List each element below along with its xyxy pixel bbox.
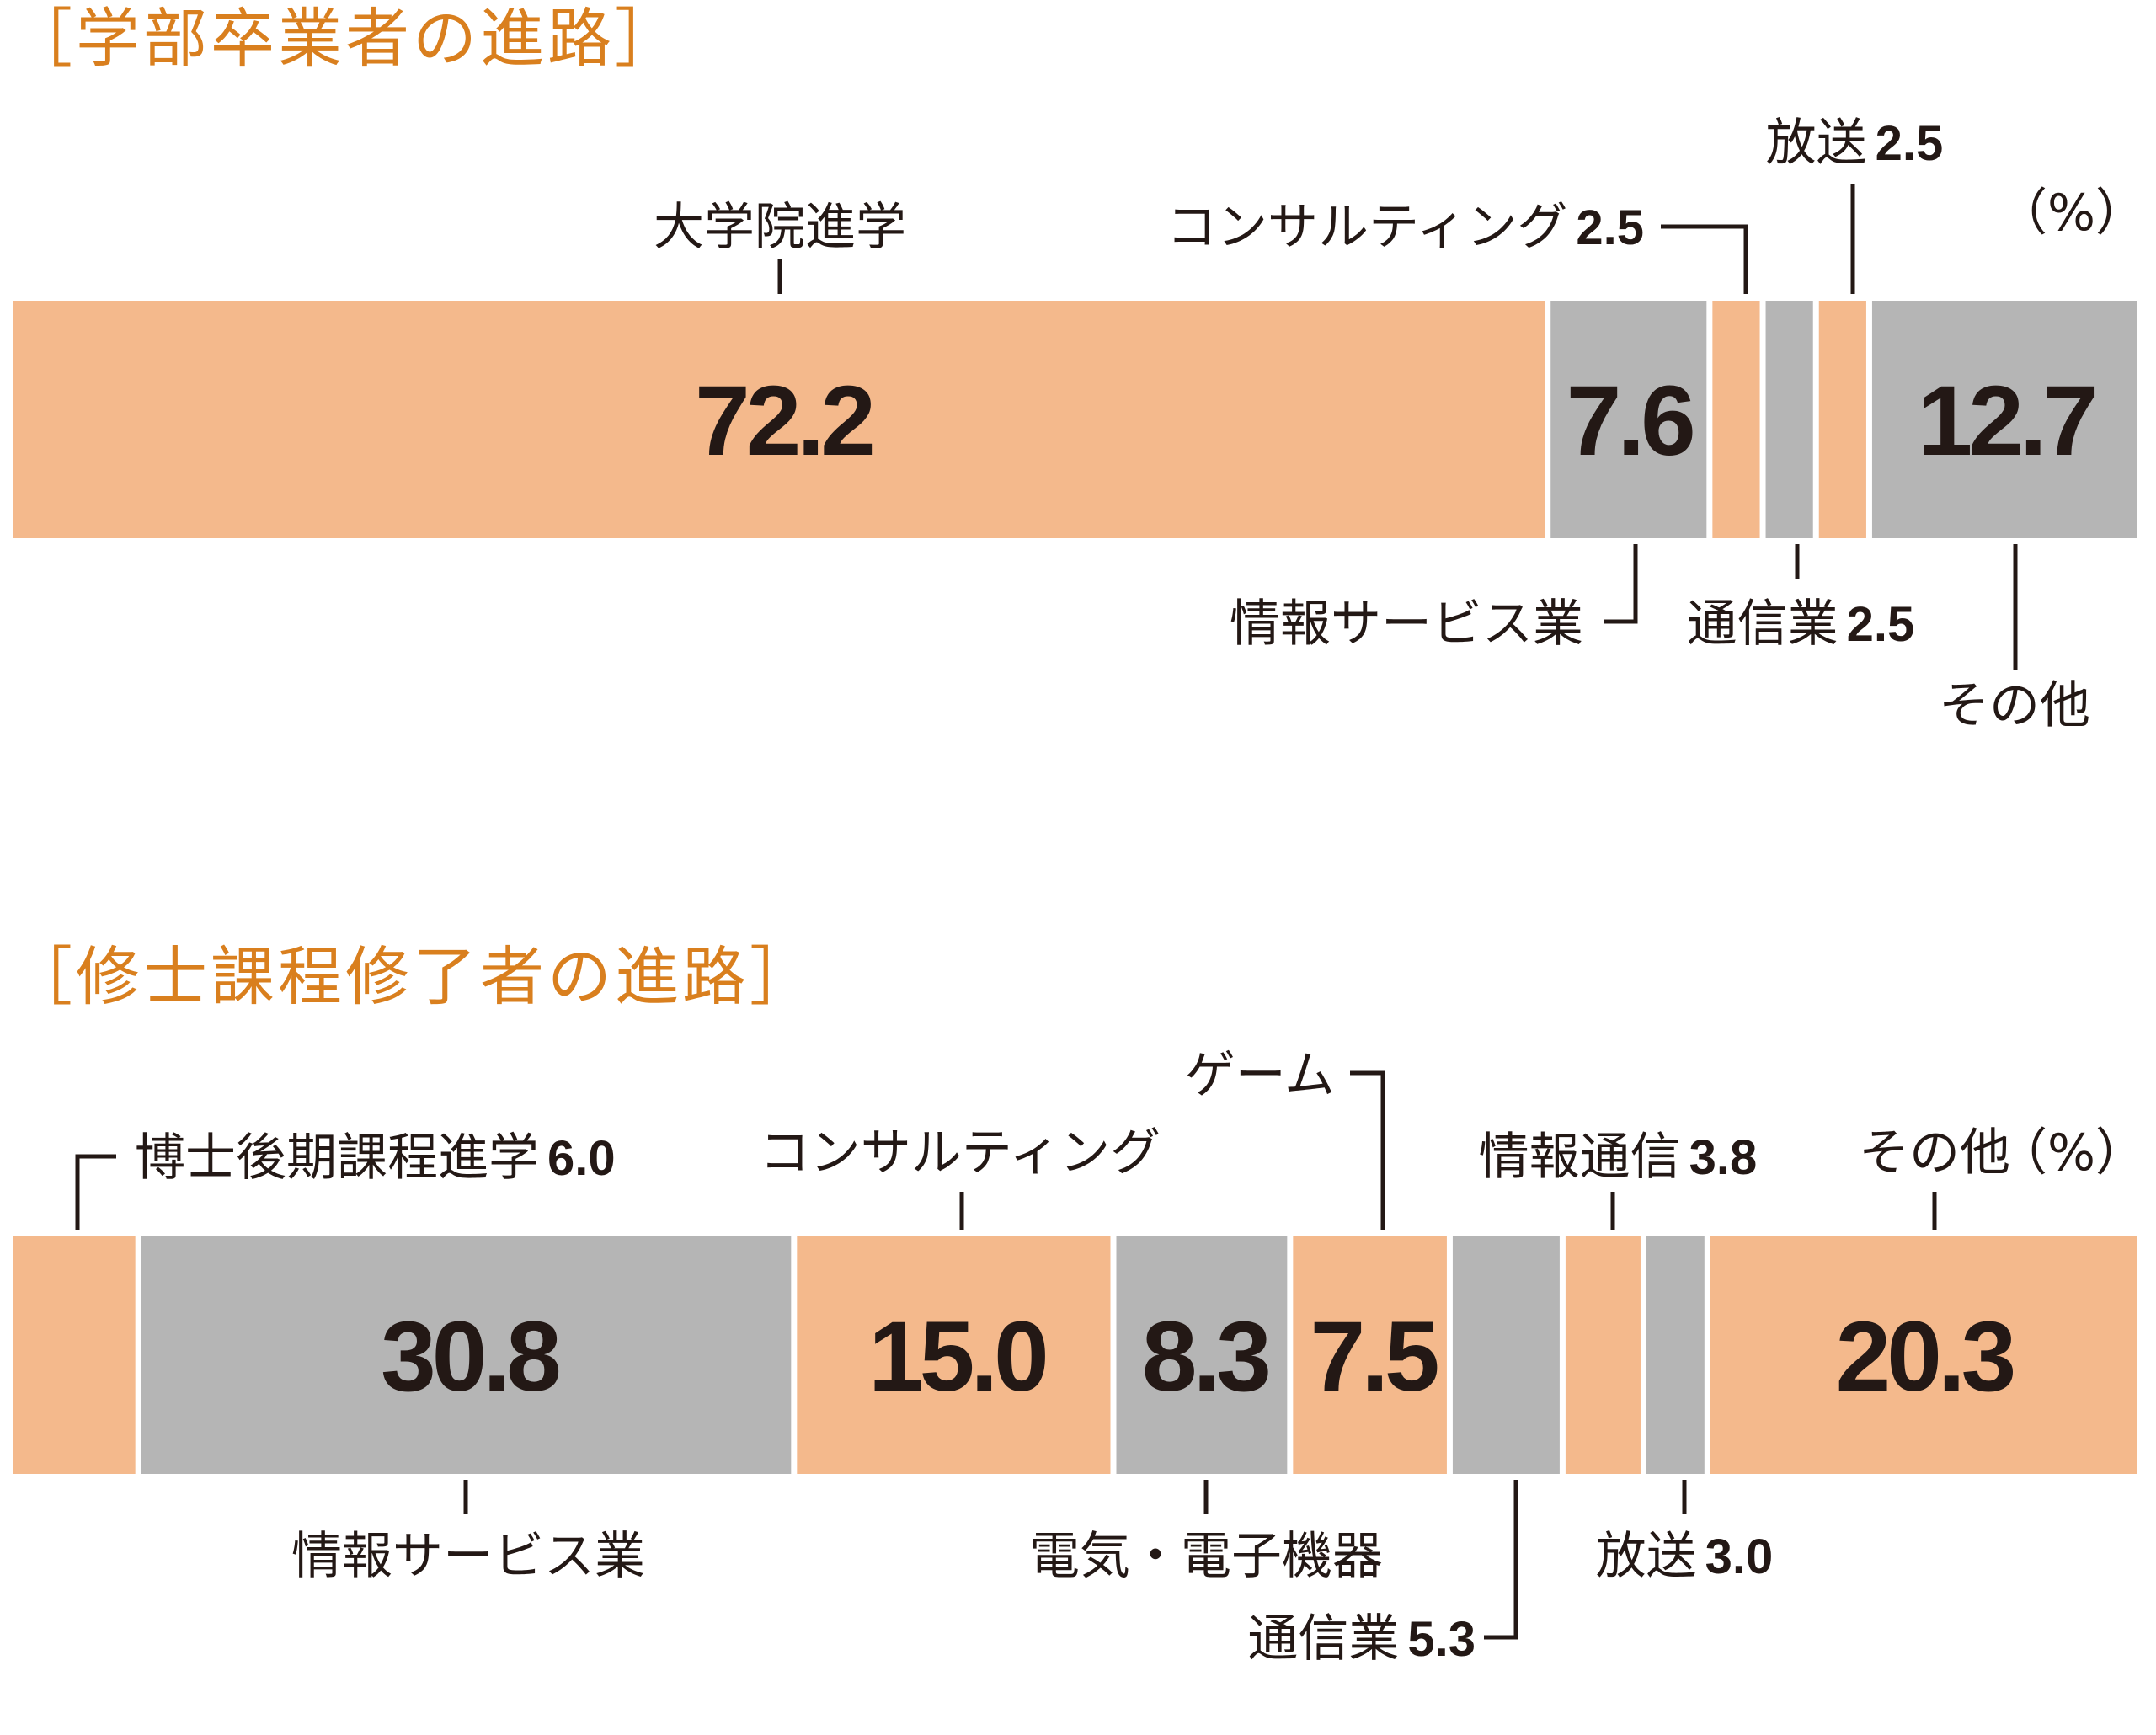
leader-line [1350,1070,1385,1230]
bar-segment [1710,1236,2137,1474]
data-label: 72.2 [695,366,872,477]
bar-segment [13,1236,136,1474]
callout-label-value: 3.0 [1705,1529,1774,1584]
data-label: 7.6 [1566,366,1693,477]
callout-label: 情報通信 3.8 [1479,1128,1758,1187]
callout-label-text: その他 [1859,1124,2010,1182]
callout-label-text: 通信業 [1247,1610,1399,1668]
bar-segment [1871,301,2137,538]
bar-segment [1818,301,1866,538]
callout-label: 通信業 5.3 [1247,1610,1476,1668]
data-label: 15.0 [868,1301,1045,1412]
callout-label-text: 大学院進学 [654,198,906,257]
leader-line [1661,224,1748,294]
callout-label: 博士後期課程進学 6.0 [135,1129,616,1188]
bar-segment [1116,1236,1288,1474]
callout-label-value: 2.5 [1876,116,1944,171]
callout-label: 情報サービス業 [1230,595,1583,654]
callout-label: 放送 2.5 [1766,114,1944,173]
leader-line [1604,544,1638,624]
bar-segment [13,301,1545,538]
callout-label: 放送 3.0 [1596,1527,1774,1586]
callout-label-text: ゲーム [1185,1046,1335,1105]
callout-label-text: 放送 [1766,114,1867,173]
unit-label: （%） [1997,184,2146,243]
data-label: 8.3 [1142,1301,1268,1412]
bar-segment [1646,1236,1705,1474]
chart-title: ［学部卒業者の進路］ [8,1,682,76]
callout-label-value: 6.0 [547,1131,616,1186]
callout-label-text: 情報通信 [1479,1128,1681,1187]
callout-label-text: 通信業 [1687,595,1838,654]
callout-label-text: その他 [1939,676,2090,735]
callout-label: コンサルティング 2.5 [1166,198,1644,257]
leader-line [1484,1480,1518,1640]
callout-label: その他 [1859,1124,2010,1182]
bar-segment [1550,301,1707,538]
bar-segment [797,1236,1111,1474]
data-label: 20.3 [1836,1301,2014,1412]
callout-label-text: 放送 [1596,1527,1697,1586]
chart-title: ［修士課程修了者の進路］ [8,939,817,1014]
data-label: 12.7 [1918,366,2095,477]
leader-line [75,1154,116,1230]
bar-segment [1452,1236,1560,1474]
callout-label: その他 [1939,676,2090,735]
callout-label: コンサルティング [760,1124,1161,1182]
callout-label: 通信業 2.5 [1687,595,1915,654]
callout-label-text: コンサルティング [760,1124,1161,1182]
callout-label-text: 博士後期課程進学 [135,1129,539,1188]
callout-label-text: 電気・電子機器 [1029,1527,1383,1586]
data-label: 30.8 [381,1301,558,1412]
callout-label: ゲーム [1185,1046,1335,1105]
bar-segment [1765,301,1813,538]
callout-label-text: 情報サービス業 [1230,595,1583,654]
callout-label-text: コンサルティング [1166,198,1567,257]
callout-label: 情報サービス業 [291,1527,645,1586]
callout-label: 電気・電子機器 [1029,1527,1383,1586]
data-label: 7.5 [1310,1301,1438,1412]
callout-label-text: 情報サービス業 [291,1527,645,1586]
bar-segment [1565,1236,1641,1474]
callout-label-value: 3.8 [1689,1130,1758,1185]
bar-segment [1293,1236,1447,1474]
callout-label-value: 2.5 [1847,597,1915,652]
bar-segment [1712,301,1760,538]
callout-label-value: 5.3 [1407,1612,1476,1667]
callout-label: 大学院進学 [654,198,906,257]
unit-label: （%） [1997,1124,2146,1182]
bar-segment [141,1236,792,1474]
callout-label-value: 2.5 [1576,200,1644,255]
